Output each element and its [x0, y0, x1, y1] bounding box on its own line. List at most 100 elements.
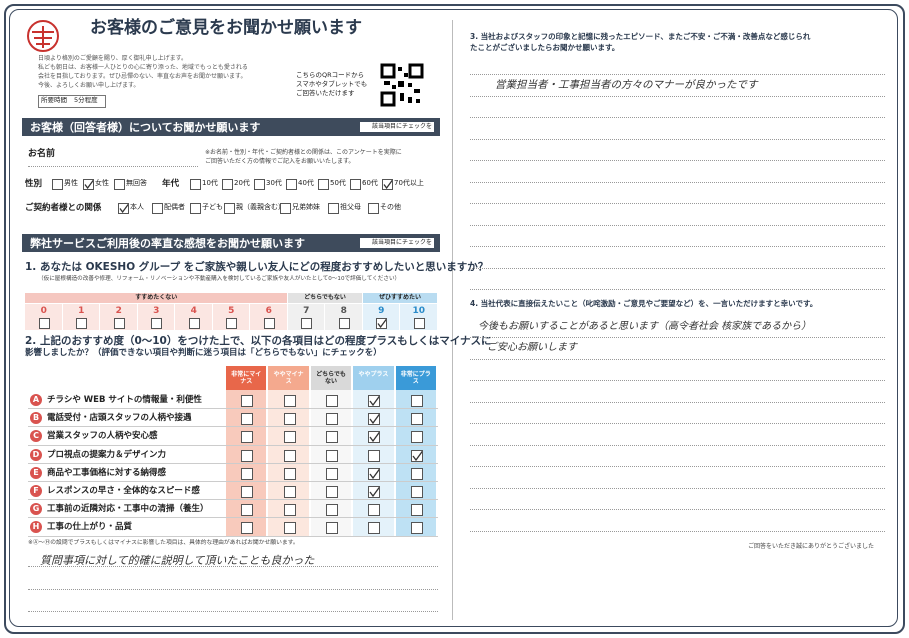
row-letter: D — [32, 449, 40, 459]
row-letter-bg — [30, 394, 42, 406]
row-line — [28, 517, 438, 519]
checkbox — [224, 203, 235, 214]
row-line — [28, 408, 438, 410]
scale-number: 9 — [378, 306, 385, 316]
rating-checkbox — [410, 449, 423, 462]
answer-line — [28, 589, 438, 590]
row-letter-bg — [30, 412, 42, 425]
outer-frame — [4, 4, 905, 634]
column-head — [353, 366, 394, 390]
option: 親（義親含む） — [236, 203, 285, 211]
scale-number: 1 — [78, 306, 85, 316]
name-line — [28, 166, 198, 167]
option: 20代 — [234, 179, 250, 187]
rating-checkbox — [283, 413, 296, 426]
divider — [452, 20, 453, 620]
row-letter: G — [32, 504, 40, 514]
rating-checkbox — [283, 431, 296, 444]
scale-checkbox — [301, 318, 313, 329]
section-title: お客様（回答者様）についてお聞かせ願います — [30, 121, 261, 134]
q4-answer: 今後もお願いすることがあると思います（高令者社会 核家族であるから） — [478, 321, 812, 332]
qr-code — [380, 63, 424, 107]
checkbox — [190, 179, 201, 190]
q3-title: たことがございましたらお聞かせ願います。 — [470, 43, 620, 52]
answer-line — [470, 224, 885, 226]
scale-checkbox — [338, 318, 350, 329]
answer-line — [470, 530, 885, 532]
rating-checkbox — [410, 395, 423, 407]
checkbox — [382, 179, 393, 190]
option: 子ども — [202, 203, 223, 211]
q3-title: 3. 当社およびスタッフの印象と記憶に残ったエピソード、またご不安・ご不満・改善… — [470, 32, 811, 41]
answer-line — [470, 444, 885, 446]
intro-line: 会社を目指しております。ぜひ忌憚のない、率直なお声をお聞かせ願います。 — [38, 73, 247, 80]
qr-text: ご回答いただけます — [296, 89, 355, 97]
answer-line — [470, 380, 885, 381]
row-text: 商品や工事価格に対する納得感 — [47, 467, 167, 478]
rating-checkbox — [410, 486, 423, 498]
rating-checkbox — [326, 431, 338, 444]
field-label: 性別 — [25, 179, 43, 189]
row-letter-bg — [30, 430, 42, 443]
rating-checkbox — [241, 486, 254, 498]
row-letter-bg — [30, 521, 42, 534]
row-letter-bg — [30, 503, 42, 516]
option: 祖父母 — [340, 203, 361, 211]
scale-label: すすめたくない — [135, 294, 178, 301]
rating-checkbox — [241, 467, 254, 480]
checkbox — [328, 203, 339, 214]
rating-checkbox — [283, 395, 296, 407]
answer-line — [28, 566, 438, 567]
rating-checkbox — [326, 504, 338, 517]
answer-line — [28, 611, 438, 612]
rating-checkbox — [326, 467, 338, 480]
section-bar — [22, 234, 440, 252]
name-note: ご回答いただく方の情報でご記入をお願いいたします。 — [205, 158, 355, 165]
row-letter: H — [32, 522, 40, 532]
inner-frame — [9, 9, 898, 627]
q3-answer: 営業担当者・工事担当者の方々のマナーが良かったです — [495, 79, 758, 91]
answer-line — [470, 466, 885, 467]
answer-line — [470, 487, 885, 489]
qr-text: スマホやタブレットでも — [296, 80, 368, 88]
answer-line — [470, 74, 885, 75]
checkbox — [152, 203, 163, 214]
rating-checkbox — [241, 431, 254, 444]
rating-checkbox — [368, 504, 381, 517]
checkbox — [52, 179, 63, 190]
row-text: レスポンスの早さ・全体的なスピード感 — [47, 486, 200, 496]
row-text: 工事前の近隣対応・工事中の清掃（養生） — [47, 504, 209, 515]
answer-line — [470, 337, 885, 338]
column-label: 非常にマイナス — [231, 371, 262, 386]
scale-checkbox — [76, 318, 88, 329]
row-letter: E — [33, 467, 39, 477]
rating-checkbox — [368, 395, 381, 407]
q4-title: 4. 当社代表に直接伝えたいこと（叱咤激励・ご意見やご要望など）を、一言いただけ… — [470, 299, 818, 308]
hint-box — [360, 238, 434, 248]
scale-checkbox — [188, 318, 200, 329]
row-text: チラシや WEB サイトの情報量・利便性 — [47, 395, 202, 405]
checkbox — [318, 179, 329, 190]
intro-line: 日頃より格別のご愛顧を賜り、厚く御礼申し上げます。 — [38, 55, 188, 62]
row-letter: F — [33, 486, 39, 495]
row-letter-bg — [30, 466, 42, 479]
scale-label: ぜひすすめたい — [378, 294, 421, 301]
q2-title: 2. 上記のおすすめ度（0〜10）をつけた上で、以下の各項目はどの程度プラスもし… — [25, 335, 492, 347]
column-label: ややプラス — [358, 371, 389, 378]
answer-line — [470, 117, 885, 118]
name-note: ※お名前・性別・年代・ご契約者様との関係は、このアンケートを実際に — [205, 149, 402, 156]
row-line — [28, 481, 438, 482]
answer-line — [470, 160, 885, 161]
rating-checkbox — [241, 413, 254, 426]
q1-note: （仮に屋根構造の改善や修理、リフォーム・リノベーションや不動産購入を検討している… — [38, 276, 401, 282]
scale-checkbox — [226, 318, 238, 329]
checkbox — [83, 179, 94, 190]
answer-line — [470, 401, 885, 403]
answer-line — [470, 289, 885, 290]
answer-line — [470, 181, 885, 183]
scale-checkbox — [151, 318, 163, 329]
rating-checkbox — [368, 449, 381, 462]
section-title: 弊社サービスご利用後の率直な感想をお聞かせ願います — [30, 237, 305, 250]
rating-checkbox — [283, 467, 296, 480]
scale-number: 2 — [115, 306, 122, 316]
